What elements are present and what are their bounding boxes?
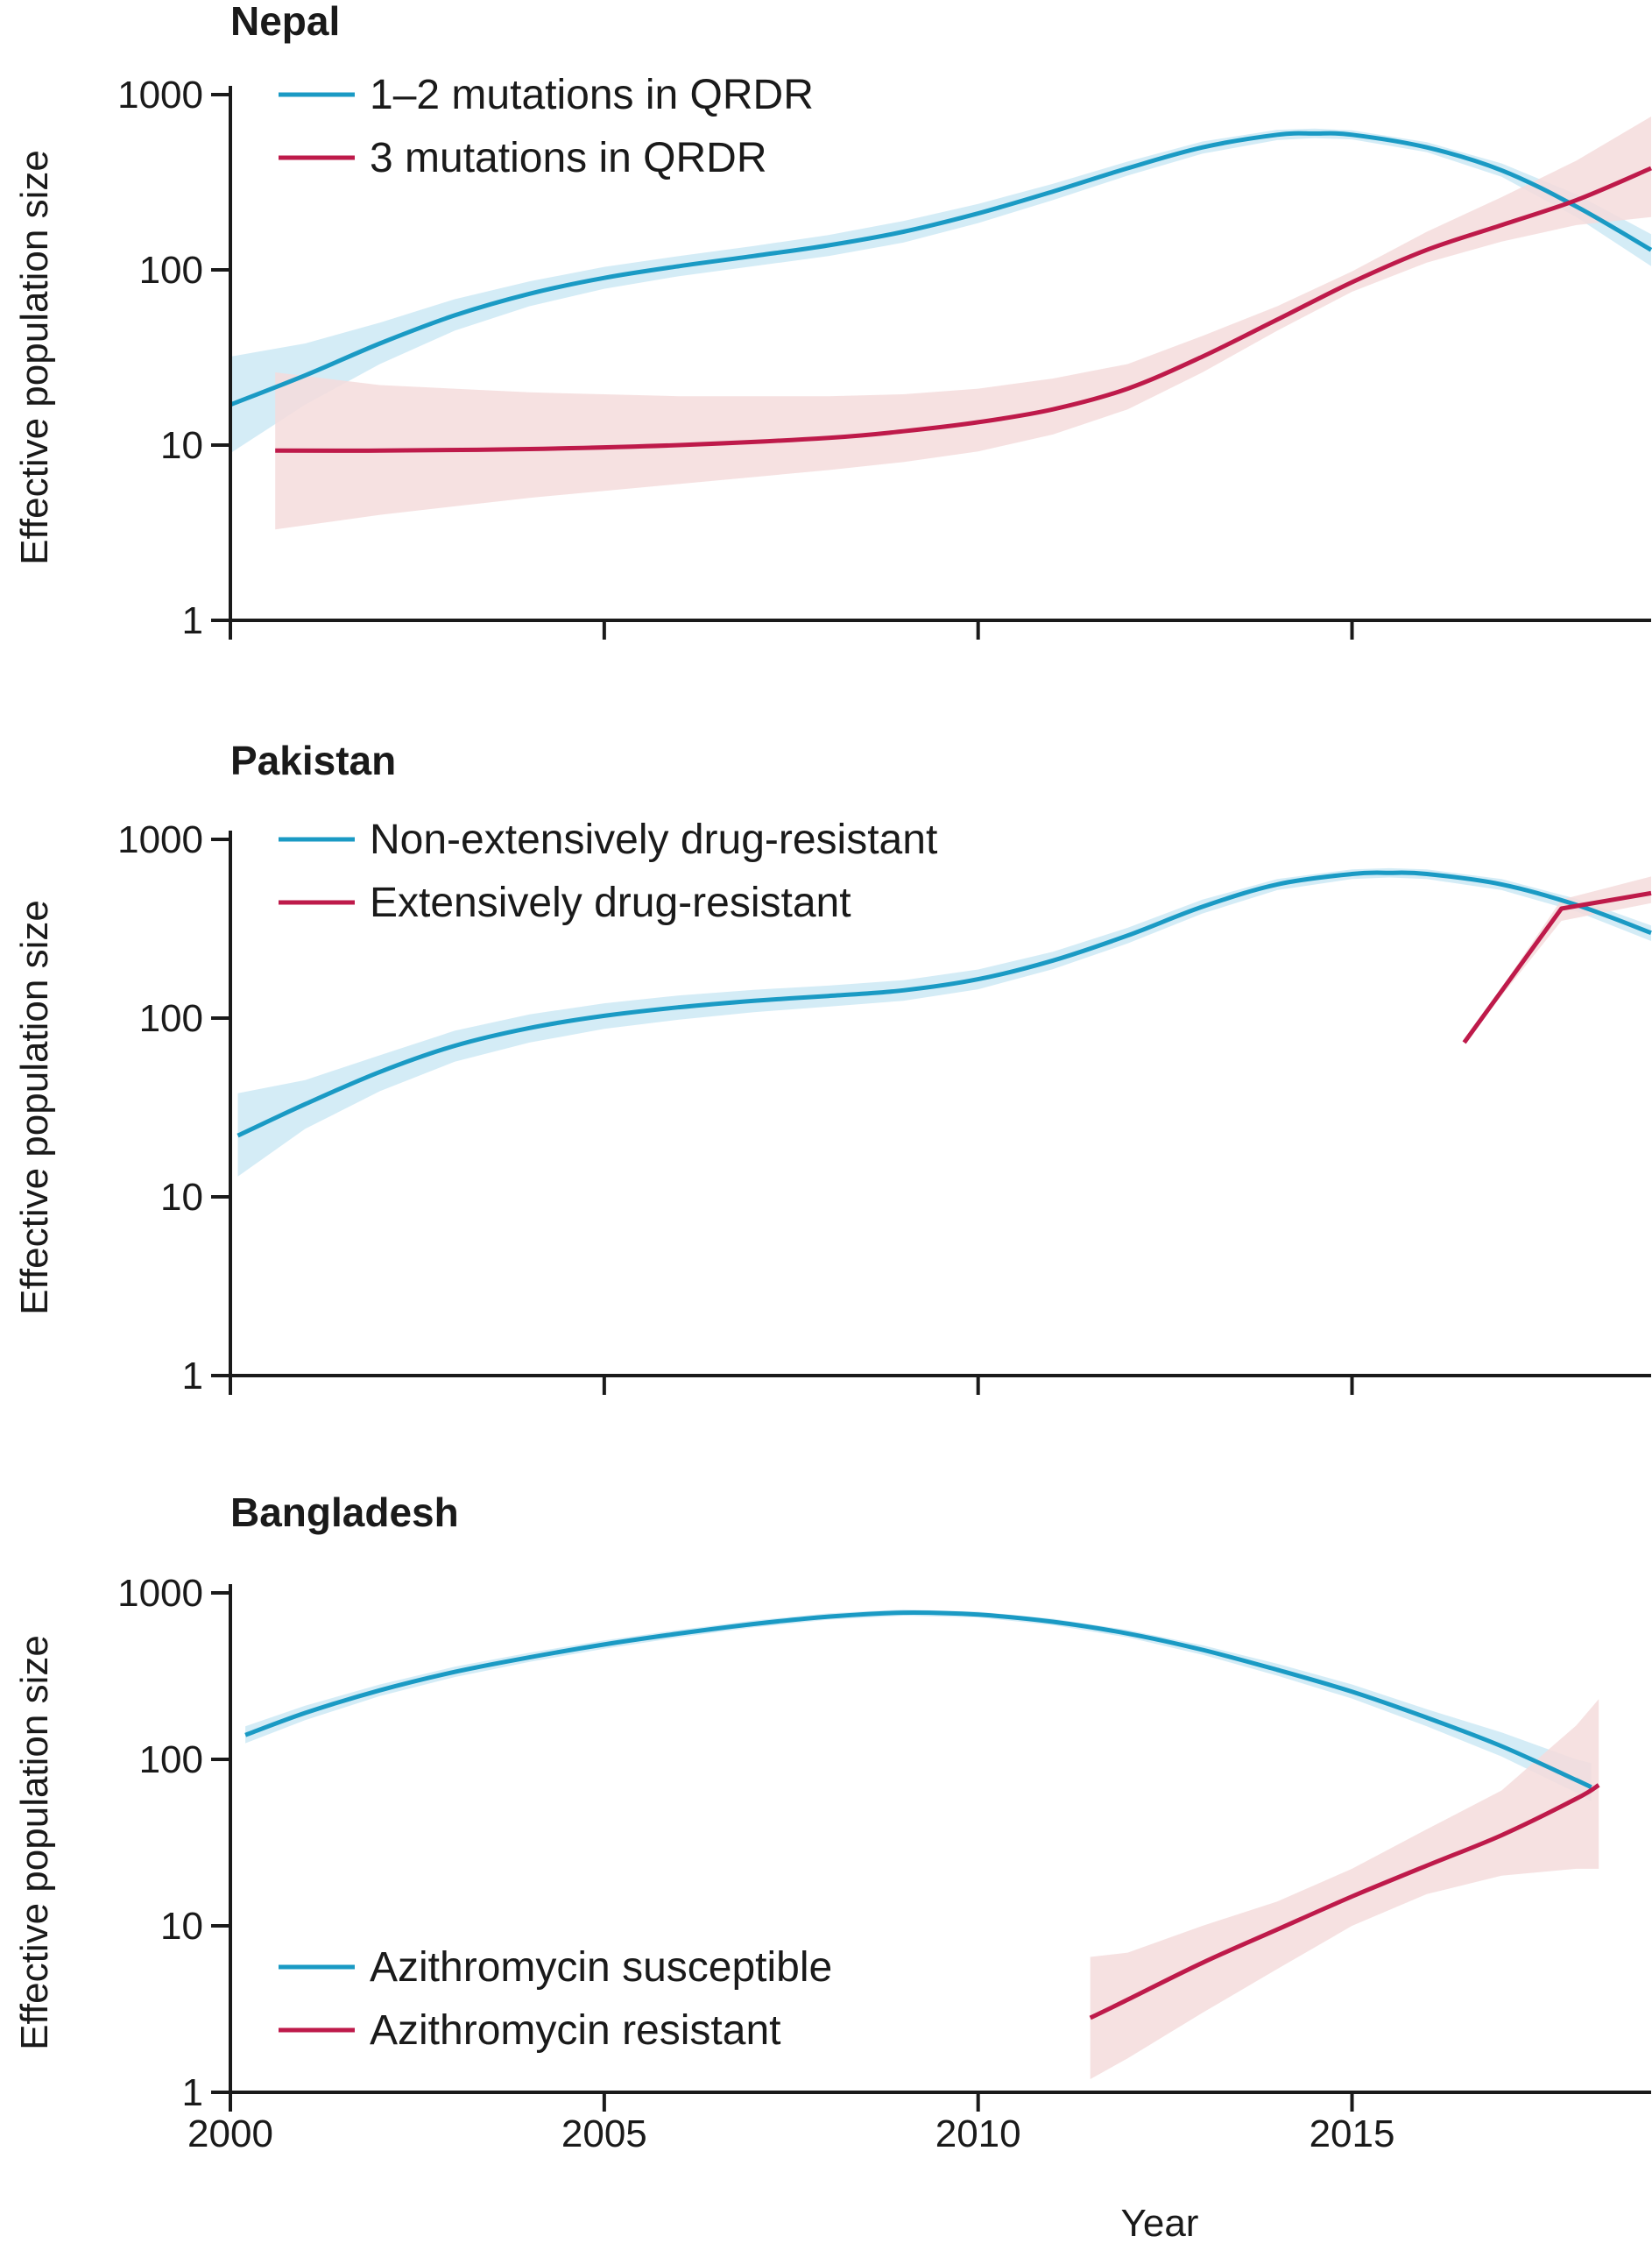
- legend-label: 3 mutations in QRDR: [370, 135, 767, 181]
- y-tick-label: 100: [139, 997, 203, 1040]
- x-tick-label: 2005: [561, 2112, 647, 2155]
- y-tick-label: 1000: [117, 74, 203, 117]
- legend: 1–2 mutations in QRDR 3 mutations in QRDR: [279, 72, 814, 181]
- legend: Azithromycin susceptible Azithromycin res…: [279, 1944, 832, 2054]
- series-line-1: [237, 870, 1652, 1138]
- series-line-2: [1462, 890, 1652, 1044]
- x-axis-title: Year: [1121, 2202, 1199, 2243]
- confidence-band-2: [275, 117, 1652, 530]
- y-axis-title: Effective population size: [13, 150, 56, 565]
- y-tick-label: 10: [160, 424, 203, 467]
- chart-panel-pakistan: 1 10 100 1000 Pakistan Effective population s…: [13, 738, 1652, 1397]
- y-tick-label: 100: [139, 249, 203, 292]
- y-tick-label: 1000: [117, 1572, 203, 1615]
- y-tick-label: 1: [182, 1355, 203, 1397]
- confidence-band-2: [1090, 1699, 1599, 2079]
- x-tick-label: 2010: [935, 2112, 1021, 2155]
- series-line-1: [244, 1610, 1592, 1790]
- panel-title: Pakistan: [230, 738, 396, 783]
- confidence-band-1: [230, 128, 1651, 454]
- y-tick-label: 100: [139, 1738, 203, 1781]
- chart-panel-nepal: 1 10 100 1000 Nepal Effective population size…: [13, 0, 1652, 642]
- y-tick-label: 10: [160, 1905, 203, 1948]
- y-tick-label: 1: [182, 599, 203, 642]
- legend-label: Azithromycin susceptible: [370, 1944, 832, 1991]
- y-tick-label: 10: [160, 1176, 203, 1219]
- y-tick-label: 1000: [117, 818, 203, 861]
- legend: Non-extensively drug-resistant Extensivel…: [279, 817, 937, 926]
- series-line-1: [229, 131, 1652, 407]
- panel-title: Bangladesh: [230, 1489, 459, 1535]
- confidence-band-1: [237, 867, 1651, 1177]
- series-line-2: [275, 166, 1652, 453]
- y-tick-label: 1: [182, 2071, 203, 2114]
- chart-panel-bangladesh: 1 10 100 1000 2000 2005 2010 2015 Bangladesh Effe…: [13, 1489, 1651, 2243]
- x-tick-label: 2015: [1310, 2112, 1395, 2155]
- legend-label: 1–2 mutations in QRDR: [370, 72, 814, 118]
- legend-label: Non-extensively drug-resistant: [370, 817, 937, 863]
- series-line-2: [1089, 1783, 1600, 2020]
- confidence-band-2: [1464, 876, 1651, 1043]
- legend-label: Extensively drug-resistant: [370, 880, 851, 926]
- legend-label: Azithromycin resistant: [370, 2007, 780, 2054]
- panel-title: Nepal: [230, 0, 340, 44]
- y-axis-title: Effective population size: [13, 900, 56, 1315]
- y-axis-title: Effective population size: [13, 1635, 56, 2050]
- x-tick-label: 2000: [187, 2112, 273, 2155]
